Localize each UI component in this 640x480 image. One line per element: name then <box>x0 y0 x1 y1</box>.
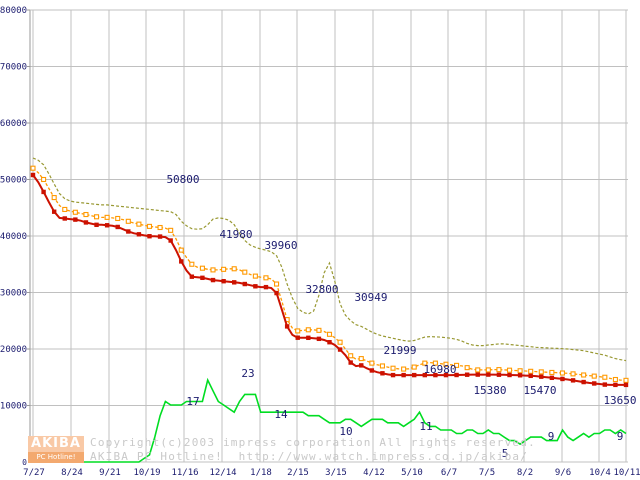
series-min-price <box>30 172 629 388</box>
series-shop-count <box>33 377 627 463</box>
min-price-data-label: 30949 <box>354 291 387 304</box>
x-tick-label: 2/15 <box>287 468 309 478</box>
y-tick-label: 30000 <box>0 289 27 299</box>
min-price-data-label: 50800 <box>166 173 199 186</box>
y-tick-label: 10000 <box>0 402 27 412</box>
min-price-data-label: 32800 <box>305 283 338 296</box>
y-tick-label: 80000 <box>0 6 27 16</box>
y-tick-label: 50000 <box>0 176 27 186</box>
min-price-data-label: 13650 <box>603 394 636 407</box>
y-tick-label: 70000 <box>0 63 27 73</box>
x-tick-label: 7/5 <box>479 468 495 478</box>
grid-lines <box>30 9 628 462</box>
min-price-data-label: 16980 <box>423 363 456 376</box>
shop-count-data-label: 9 <box>617 430 624 443</box>
min-price-data-label: 39960 <box>264 239 297 252</box>
series-avg-price <box>30 165 629 383</box>
x-tick-label: 3/15 <box>325 468 347 478</box>
x-tick-label: 8/2 <box>517 468 533 478</box>
x-tick-label: 9/6 <box>555 468 571 478</box>
series-max-price <box>32 157 627 362</box>
shop-count-data-label: 17 <box>186 395 199 408</box>
min-price-data-label: 41980 <box>219 228 252 241</box>
shop-count-data-label: 11 <box>419 420 432 433</box>
shop-count-data-label: 23 <box>241 367 254 380</box>
x-axis-tick-labels: 7/27 8/24 9/21 10/19 11/16 12/14 1/18 2/15 3/15 4… <box>23 468 640 478</box>
min-price-data-label: 21999 <box>383 344 416 357</box>
shop-count-data-label: 5 <box>502 447 509 460</box>
x-tick-label: 1/18 <box>250 468 272 478</box>
y-tick-label: 0 <box>22 458 27 467</box>
y-axis-tick-labels: 0 10000 20000 30000 40000 50000 60000 70000 8000… <box>0 6 27 467</box>
shop-count-data-label: 9 <box>548 430 555 443</box>
x-tick-label: 7/27 <box>23 468 45 478</box>
shop-count-data-labels: 17 23 14 10 11 5 9 9 <box>186 367 623 460</box>
shop-count-data-label: 14 <box>274 408 288 421</box>
min-price-data-labels: 50800 41980 39960 32800 30949 21999 16980 15380… <box>166 173 636 407</box>
y-tick-label: 20000 <box>0 345 27 355</box>
x-tick-label: 8/24 <box>61 468 83 478</box>
x-tick-label: 6/7 <box>441 468 457 478</box>
x-tick-label: 10/4 <box>589 468 611 478</box>
x-tick-label: 4/12 <box>363 468 385 478</box>
x-tick-label: 12/14 <box>209 468 236 478</box>
min-price-data-label: 15380 <box>473 384 506 397</box>
y-tick-label: 60000 <box>0 119 27 129</box>
x-tick-label: 10/19 <box>133 468 160 478</box>
shop-count-data-label: 10 <box>339 425 352 438</box>
x-tick-label: 10/11 <box>613 468 640 478</box>
x-tick-label: 9/21 <box>99 468 121 478</box>
y-tick-label: 40000 <box>0 232 27 242</box>
x-tick-label: 11/16 <box>171 468 198 478</box>
x-tick-label: 5/10 <box>401 468 423 478</box>
min-price-data-label: 15470 <box>523 384 556 397</box>
